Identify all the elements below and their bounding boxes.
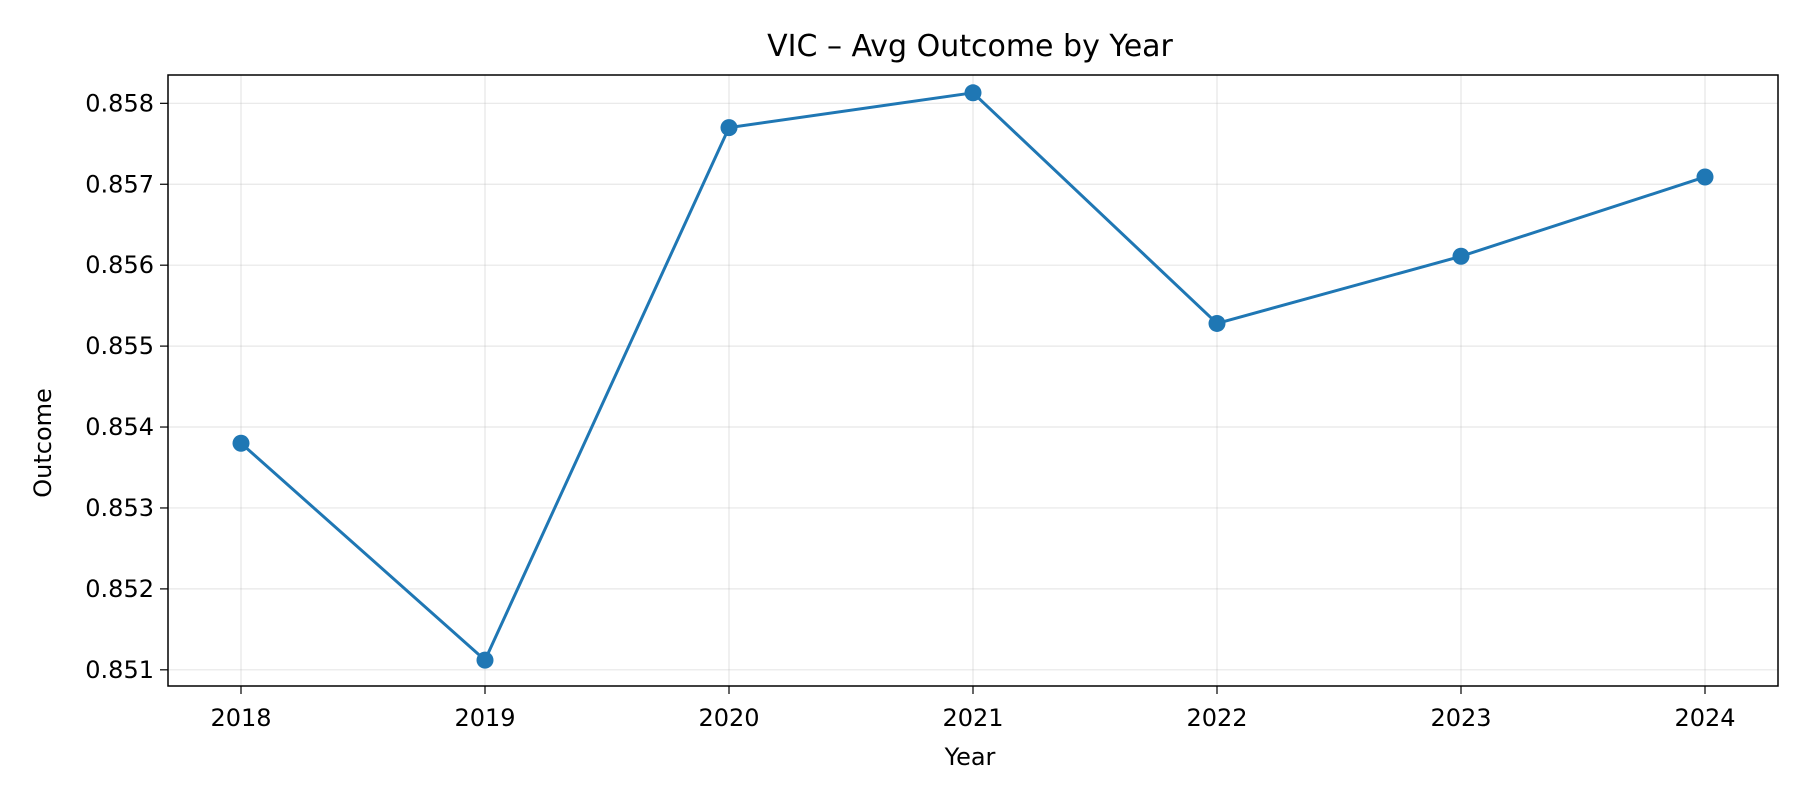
data-point bbox=[720, 119, 738, 137]
x-tick-label: 2023 bbox=[1430, 704, 1491, 732]
chart-title: VIC – Avg Outcome by Year bbox=[767, 29, 1173, 64]
y-tick-label: 0.857 bbox=[85, 170, 154, 198]
y-tick-label: 0.855 bbox=[85, 332, 154, 360]
y-tick-label: 0.852 bbox=[85, 575, 154, 603]
x-tick-label: 2021 bbox=[942, 704, 1003, 732]
x-axis-label: Year bbox=[944, 743, 996, 771]
y-tick-label: 0.856 bbox=[85, 251, 154, 279]
series-layer bbox=[232, 84, 1714, 669]
grid bbox=[168, 75, 1778, 686]
x-axis: 2018 2019 2020 2021 2022 2023 2024 bbox=[210, 686, 1736, 732]
x-tick-label: 2024 bbox=[1674, 704, 1735, 732]
x-tick-label: 2019 bbox=[454, 704, 515, 732]
data-point bbox=[232, 434, 250, 452]
data-point bbox=[476, 651, 494, 669]
data-point bbox=[1452, 247, 1470, 265]
y-axis: 0.851 0.852 0.853 0.854 0.855 0.856 0.857 0.858 bbox=[85, 89, 168, 684]
data-point bbox=[1208, 314, 1226, 332]
x-tick-label: 2020 bbox=[698, 704, 759, 732]
data-point bbox=[1696, 168, 1714, 186]
x-tick-label: 2022 bbox=[1186, 704, 1247, 732]
data-point bbox=[964, 84, 982, 102]
y-tick-label: 0.854 bbox=[85, 413, 154, 441]
y-axis-label: Outcome bbox=[29, 388, 57, 498]
y-tick-label: 0.853 bbox=[85, 494, 154, 522]
y-tick-label: 0.851 bbox=[85, 656, 154, 684]
x-tick-label: 2018 bbox=[210, 704, 271, 732]
y-tick-label: 0.858 bbox=[85, 89, 154, 117]
